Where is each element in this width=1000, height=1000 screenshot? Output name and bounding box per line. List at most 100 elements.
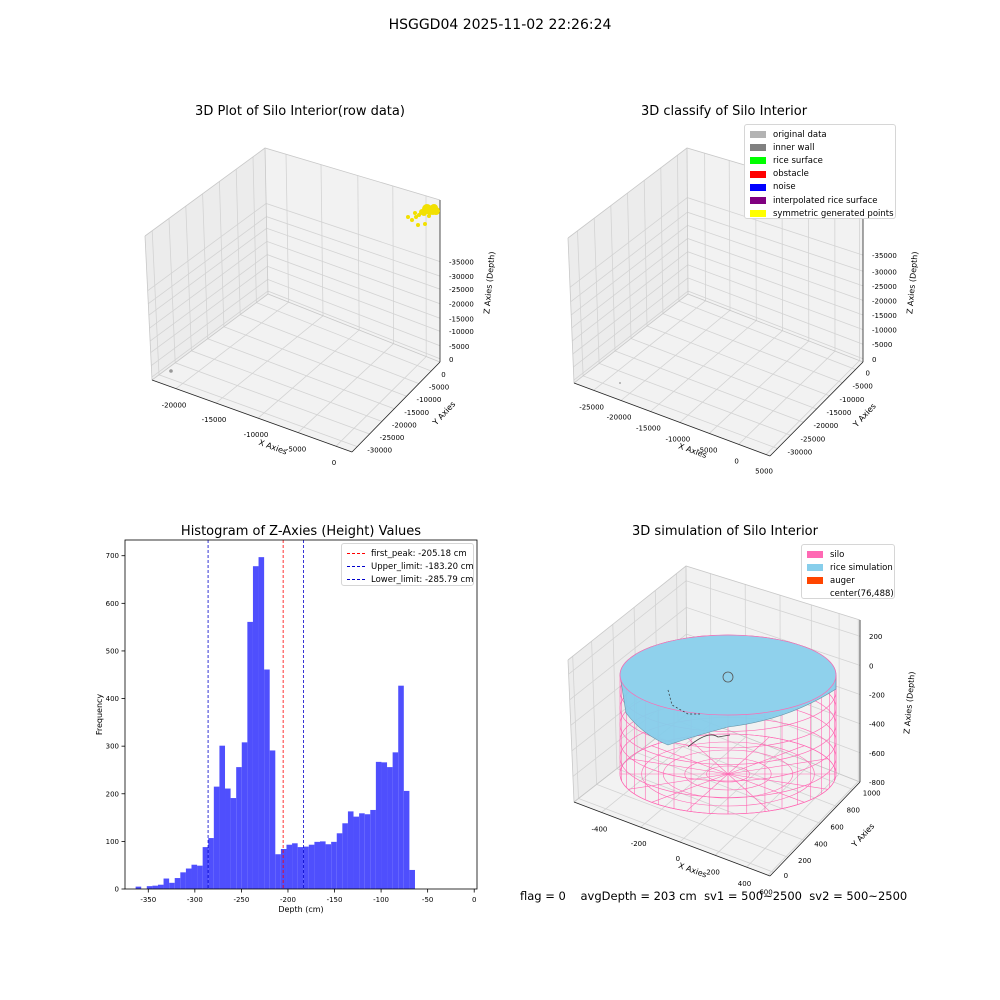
histogram-bar <box>185 868 192 889</box>
raw-z-tick-label: -15000 <box>449 315 474 323</box>
cls-y-tick-label: -20000 <box>813 422 838 430</box>
histogram-bar <box>169 882 175 889</box>
x-tick-label: -200 <box>280 896 296 904</box>
legend-entry: symmetric generated points <box>750 207 894 220</box>
x-tick-label: -100 <box>373 896 389 904</box>
cls-y-tick-label: -30000 <box>787 448 812 456</box>
legend-label: inner wall <box>773 142 815 153</box>
simulation-plot-title: 3D simulation of Silo Interior <box>632 524 818 539</box>
sim-y-tick-label: 800 <box>847 806 860 814</box>
legend-swatch <box>750 144 766 152</box>
legend-entry: original data <box>750 128 890 141</box>
legend-label: rice simulation <box>830 562 893 573</box>
raw-data-point <box>423 222 427 226</box>
raw-y-tick-label: -15000 <box>404 409 429 417</box>
raw-data-point <box>426 207 434 215</box>
raw-pane-edge <box>144 235 153 381</box>
raw-pane-edge <box>144 147 441 237</box>
histogram-bar <box>403 790 410 889</box>
cls-z-tick-label: -5000 <box>872 341 892 349</box>
histogram-bar <box>308 844 315 889</box>
cls-z-tick-label: -10000 <box>872 327 897 335</box>
legend-swatch <box>750 157 766 165</box>
silo-floor-spoke <box>651 745 729 775</box>
legend-entry: obstacle <box>750 168 890 181</box>
raw-y-axis <box>351 361 441 453</box>
x-axis-label: Depth (cm) <box>278 905 323 914</box>
legend-label: rice surface <box>773 155 823 166</box>
histogram-bar <box>135 886 142 889</box>
sim-x-tick-label: 400 <box>738 880 751 888</box>
x-tick-label: -250 <box>233 896 249 904</box>
legend-entry: inner wall <box>750 141 890 154</box>
raw-x-tick-label: 0 <box>332 459 336 467</box>
cls-z-tick-label: 0 <box>872 356 876 364</box>
legend-entry: auger <box>807 574 889 587</box>
raw-data-3d-plot: -20000-15000-10000-500000-5000-10000-150… <box>144 147 497 467</box>
cls-x-axis <box>573 382 771 457</box>
histogram-bar <box>392 752 399 889</box>
histogram-bar <box>292 843 298 889</box>
legend-swatch <box>807 551 823 559</box>
raw-x-tick-label: -5000 <box>286 446 306 454</box>
histogram-bar <box>247 621 253 889</box>
legend-label: original data <box>773 129 827 140</box>
cls-y-tick-label: -15000 <box>827 409 852 417</box>
legend-swatch <box>750 170 766 178</box>
raw-data-point <box>417 213 421 217</box>
legend-entry: Lower_limit: -285.79 cm <box>347 573 473 586</box>
cls-y-tick-label: -5000 <box>853 383 873 391</box>
cls-data-point <box>619 382 621 384</box>
legend-entry: noise <box>750 181 890 194</box>
raw-z-tick-label: -25000 <box>449 286 474 294</box>
sim-z-tick-label: -600 <box>869 750 885 758</box>
histogram-bar <box>180 872 186 889</box>
cls-y-tick-label: -25000 <box>800 435 825 443</box>
legend-swatch <box>807 577 823 585</box>
legend-line <box>347 566 365 568</box>
figure-title: HSGGD04 2025-11-02 22:26:24 <box>388 17 612 33</box>
sim-z-tick-label: 0 <box>869 662 873 670</box>
x-tick-label: -50 <box>422 896 433 904</box>
raw-data-point <box>432 207 440 215</box>
histogram-bar <box>236 767 242 889</box>
raw-y-tick-label: -25000 <box>380 434 405 442</box>
raw-z-tick-label: -35000 <box>449 259 474 267</box>
cls-y-axis <box>769 361 864 457</box>
y-tick-label: 100 <box>106 838 119 846</box>
legend-swatch <box>750 210 766 218</box>
raw-x-tick-label: -20000 <box>162 402 187 410</box>
silo-floor-spoke <box>727 758 828 775</box>
raw-floor-pane <box>152 294 440 452</box>
histogram-bar <box>409 869 415 889</box>
silo-floor-spoke <box>727 773 805 803</box>
cls-z-tick-label: -20000 <box>872 297 897 305</box>
histogram-bar <box>219 745 226 889</box>
legend-label: center(76,488) <box>830 589 894 600</box>
auger-path <box>667 689 700 715</box>
sim-x-axis <box>573 801 771 877</box>
cls-y-tick-label: -10000 <box>840 396 865 404</box>
histogram-bar <box>331 841 337 889</box>
sim-z-axis-label: Z Axies (Depth) <box>902 671 916 734</box>
cls-pane-edge <box>686 147 689 295</box>
legend-label: interpolated rice surface <box>773 195 878 206</box>
raw-y-tick-label: -10000 <box>417 396 442 404</box>
y-tick-label: 700 <box>106 552 119 560</box>
legend-swatch <box>807 591 823 598</box>
legend-swatch <box>750 197 766 205</box>
histogram-bar <box>213 786 220 889</box>
histogram-bar <box>275 854 281 889</box>
rice-top-surface <box>619 634 837 716</box>
classify-legend: original data inner wall rice surface obsta… <box>744 124 896 219</box>
silo-floor-spoke <box>686 773 729 812</box>
silo-floor-spoke <box>651 773 729 803</box>
raw-z-tick-label: -30000 <box>449 273 474 281</box>
histogram-bar <box>202 847 209 889</box>
cls-y-axis-label: Y Axies <box>851 402 878 430</box>
sv2-value: sv2 = 500~2500 <box>809 889 908 903</box>
sim-y-tick-label: 200 <box>798 857 811 865</box>
histogram-bar <box>375 761 382 889</box>
legend-entry: silo <box>807 548 889 561</box>
